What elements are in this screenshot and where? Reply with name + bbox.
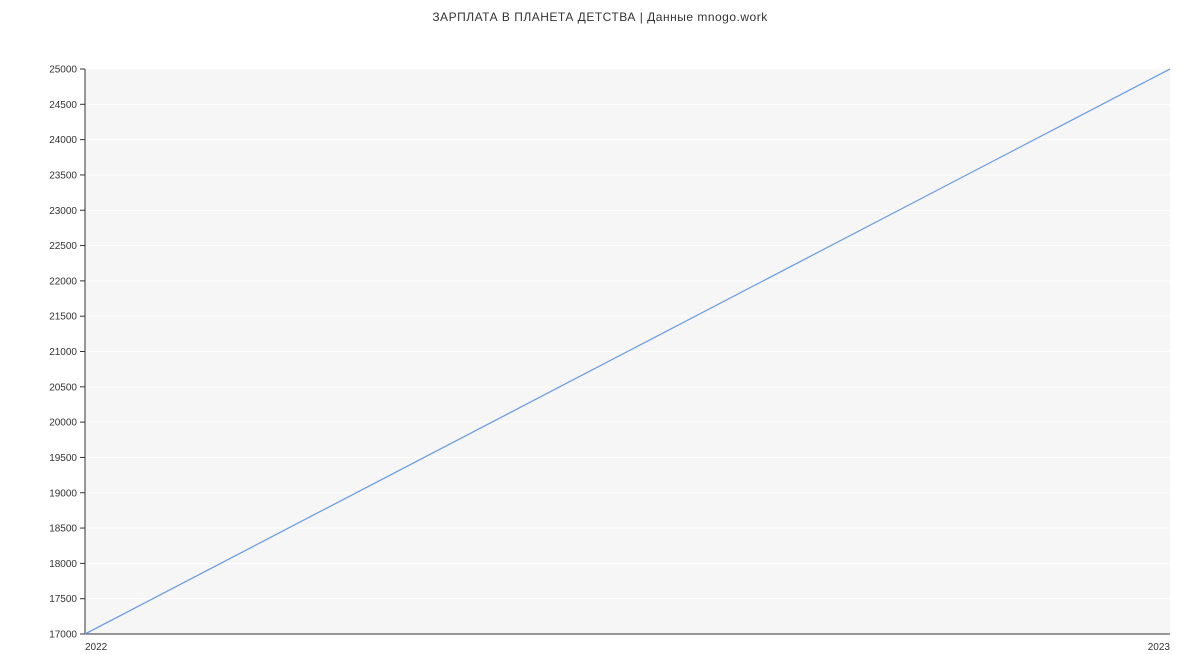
y-tick-label: 23000 bbox=[49, 206, 77, 217]
y-tick-label: 18500 bbox=[49, 524, 77, 535]
y-tick-label: 24500 bbox=[49, 100, 77, 111]
y-tick-label: 18000 bbox=[49, 559, 77, 570]
y-tick-label: 20000 bbox=[49, 418, 77, 429]
y-tick-label: 20500 bbox=[49, 382, 77, 393]
chart-title: ЗАРПЛАТА В ПЛАНЕТА ДЕТСТВА | Данные mnog… bbox=[0, 0, 1200, 24]
y-tick-label: 22000 bbox=[49, 276, 77, 287]
y-tick-label: 22500 bbox=[49, 241, 77, 252]
y-tick-label: 21500 bbox=[49, 312, 77, 323]
y-tick-label: 25000 bbox=[49, 65, 77, 76]
y-tick-label: 23500 bbox=[49, 170, 77, 181]
y-tick-label: 19000 bbox=[49, 488, 77, 499]
line-chart: 17000 17500 18000 18500 19000 19500 20000 20500… bbox=[0, 24, 1200, 654]
x-tick-label: 2023 bbox=[1148, 642, 1171, 653]
x-tick-label: 2022 bbox=[85, 642, 108, 653]
y-tick-label: 17000 bbox=[49, 630, 77, 641]
y-tick-label: 17500 bbox=[49, 594, 77, 605]
y-tick-label: 19500 bbox=[49, 453, 77, 464]
y-tick-label: 21000 bbox=[49, 347, 77, 358]
y-tick-label: 24000 bbox=[49, 135, 77, 146]
